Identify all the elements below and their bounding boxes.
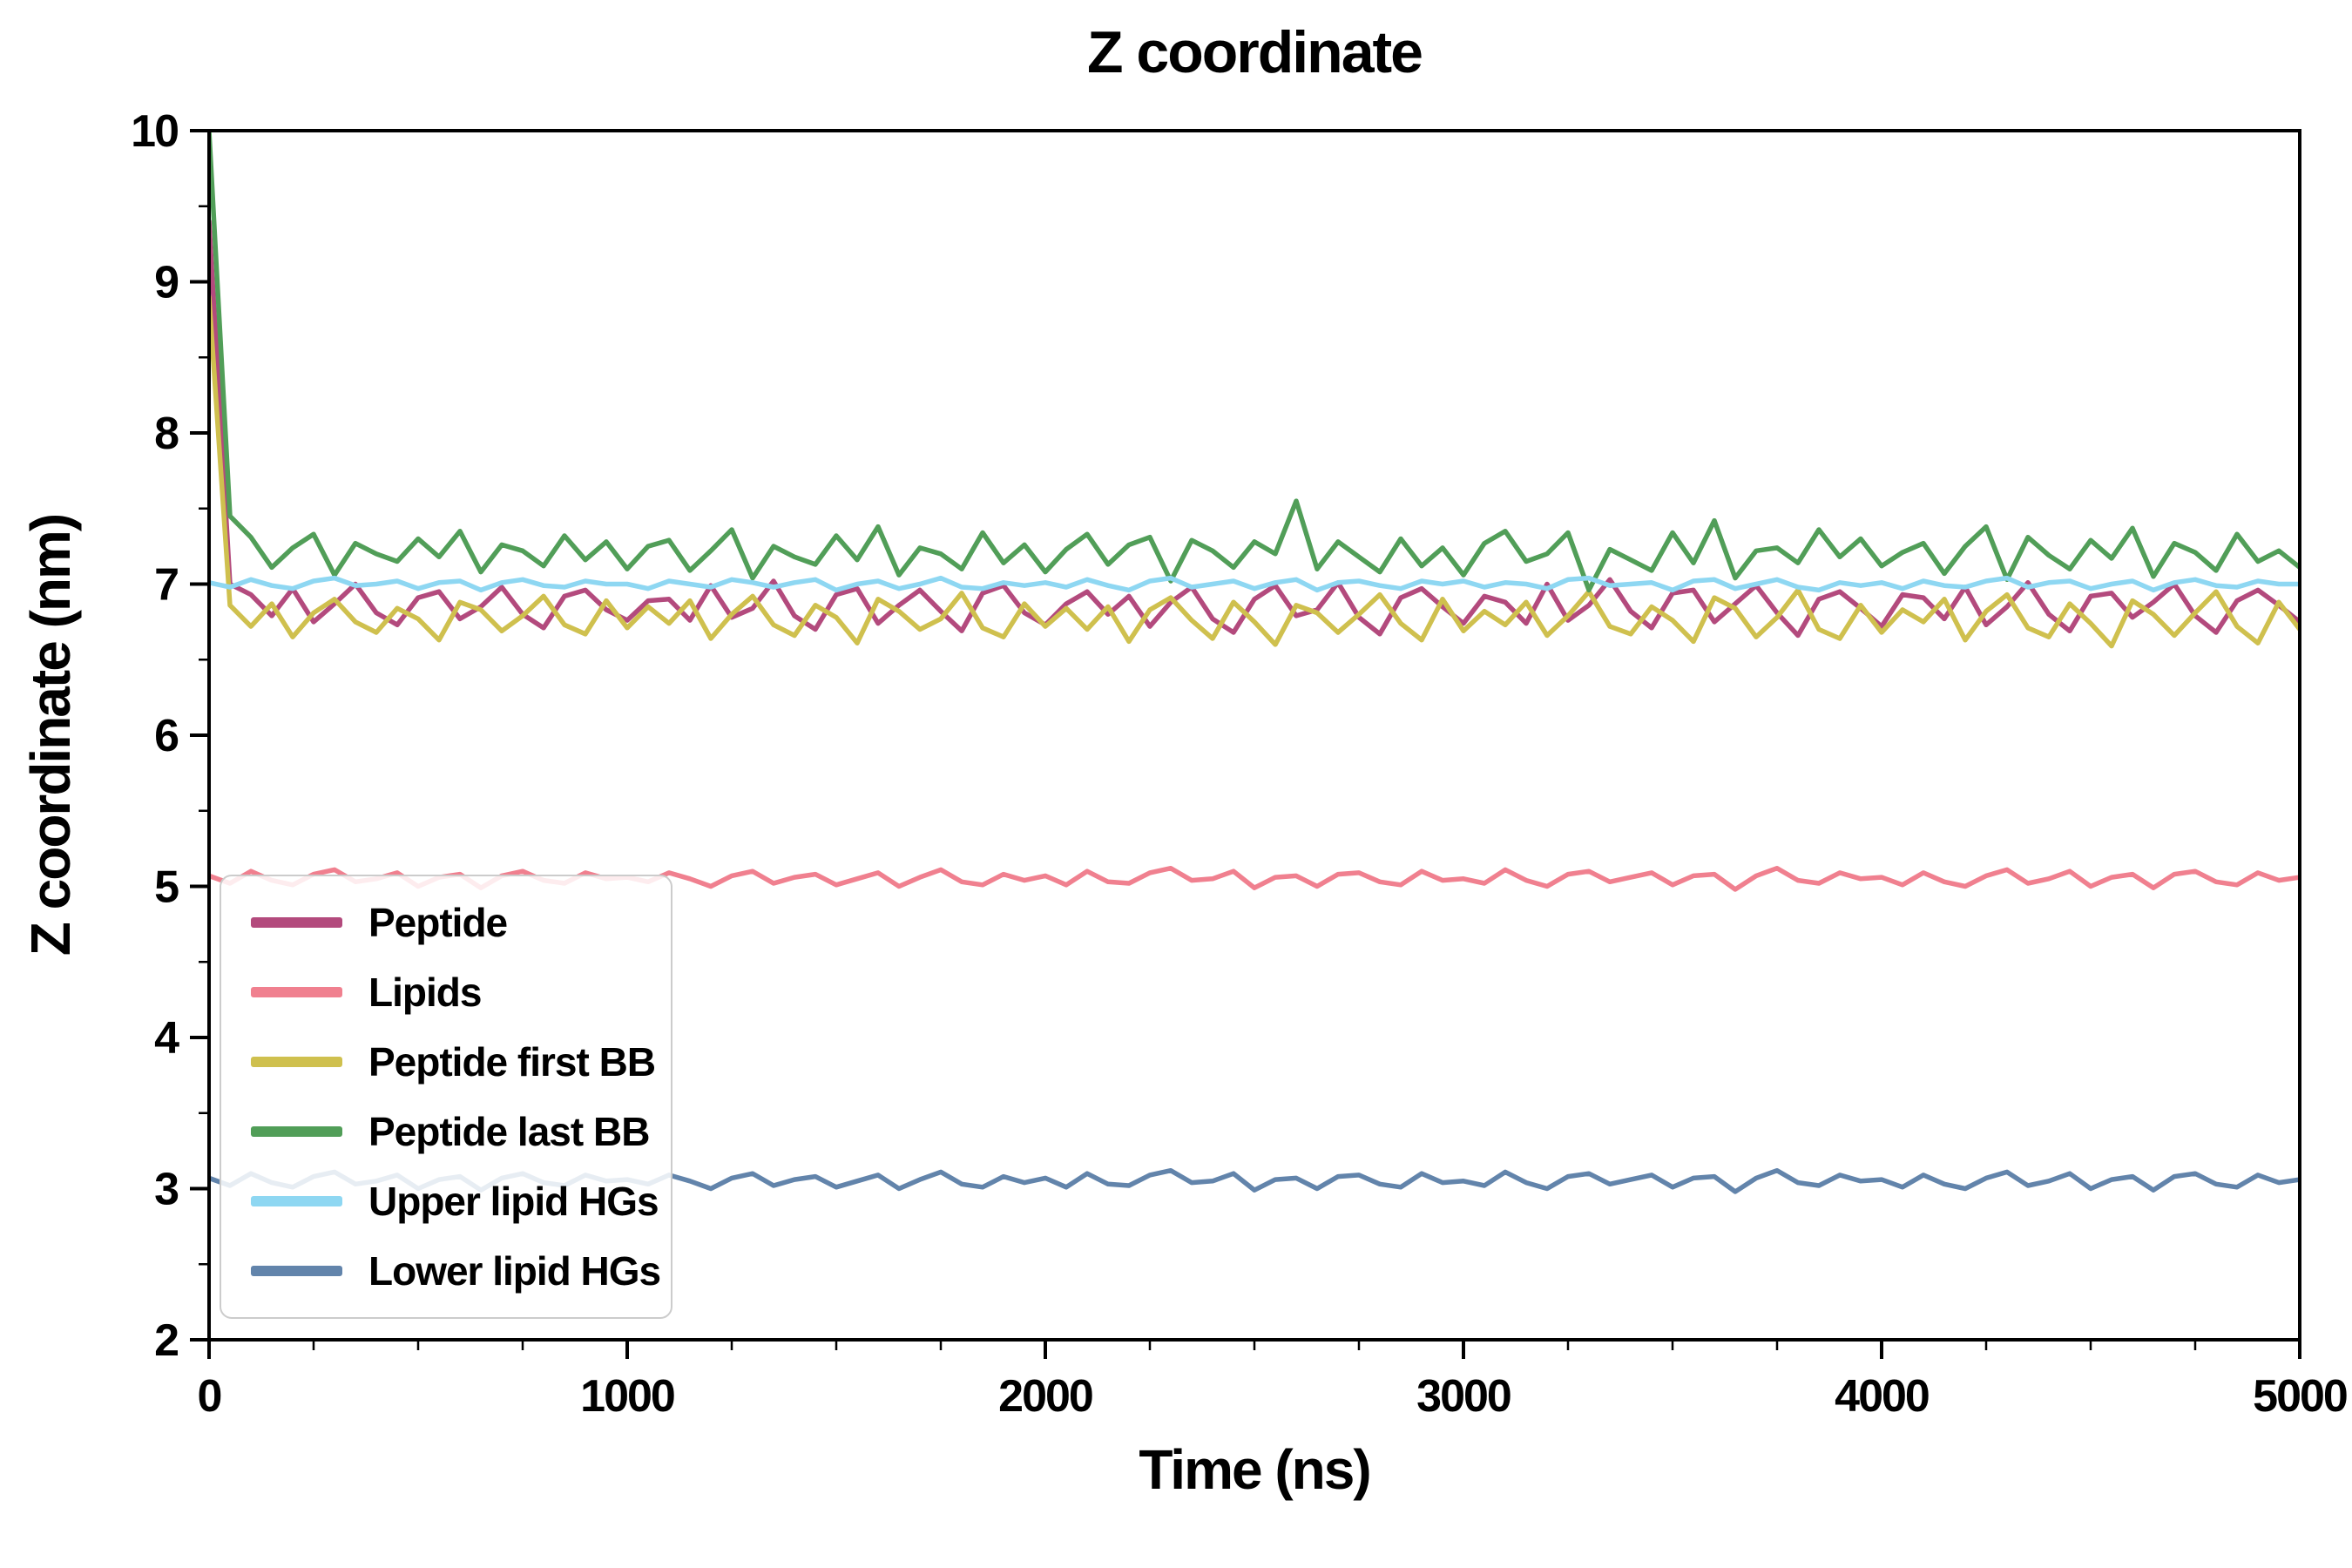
x-tick-label: 1000 [580,1371,674,1422]
y-tick-label: 9 [154,258,178,308]
y-tick-label: 2 [154,1315,178,1366]
legend-swatch-peptide [251,917,342,928]
legend-item: Upper lipid HGs [251,1179,659,1224]
legend-swatch-upper-lipid-hgs [251,1196,342,1206]
x-tick-label: 3000 [1416,1371,1511,1422]
y-tick-label: 3 [154,1165,179,1215]
legend-label: Lower lipid HGs [368,1248,661,1294]
series-line-peptide-first-bb [209,294,2300,649]
y-tick-label: 6 [154,711,179,761]
legend-item: Peptide last BB [251,1109,650,1154]
chart-title: Z coordinate [1086,19,1423,85]
x-tick-label: 2000 [998,1371,1092,1422]
legend-swatch-peptide-first-bb [251,1057,342,1067]
legend-item: Peptide first BB [251,1039,656,1085]
legend-label: Peptide last BB [368,1109,650,1154]
y-tick-label: 8 [154,409,179,459]
y-tick-label: 10 [131,106,178,157]
legend: Peptide Lipids Peptide first BB Peptide las… [220,875,672,1319]
x-tick-label: 5000 [2253,1371,2347,1422]
legend-label: Peptide [368,900,508,945]
legend-item: Peptide [251,900,641,945]
x-tick-label: 0 [198,1371,221,1422]
series-line-upper-lipid-hgs [209,575,2300,593]
series-line-peptide-last-bb [209,131,2300,593]
series-line-peptide [209,219,2300,639]
legend-label: Lipids [368,970,482,1015]
legend-item: Lipids [251,970,641,1015]
legend-swatch-peptide-last-bb [251,1126,342,1137]
x-tick-label: 4000 [1835,1371,1929,1422]
legend-label: Peptide first BB [368,1039,656,1085]
legend-item: Lower lipid HGs [251,1248,661,1294]
legend-swatch-lipids [251,987,342,997]
y-tick-label: 7 [154,560,178,611]
y-tick-label: 4 [154,1013,179,1064]
y-tick-label: 5 [154,862,179,913]
x-axis-label: Time (ns) [1139,1438,1371,1501]
legend-swatch-lower-lipid-hgs [251,1266,342,1276]
legend-label: Upper lipid HGs [368,1179,659,1224]
